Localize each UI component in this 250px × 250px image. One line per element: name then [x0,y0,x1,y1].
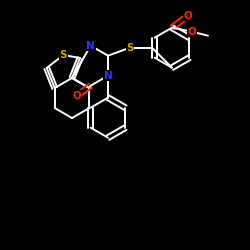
Text: O: O [72,91,81,101]
Text: O: O [184,11,192,21]
Text: S: S [60,50,67,60]
Text: S: S [126,43,134,53]
Text: N: N [104,71,112,81]
Text: O: O [188,27,196,37]
Text: N: N [86,41,95,51]
